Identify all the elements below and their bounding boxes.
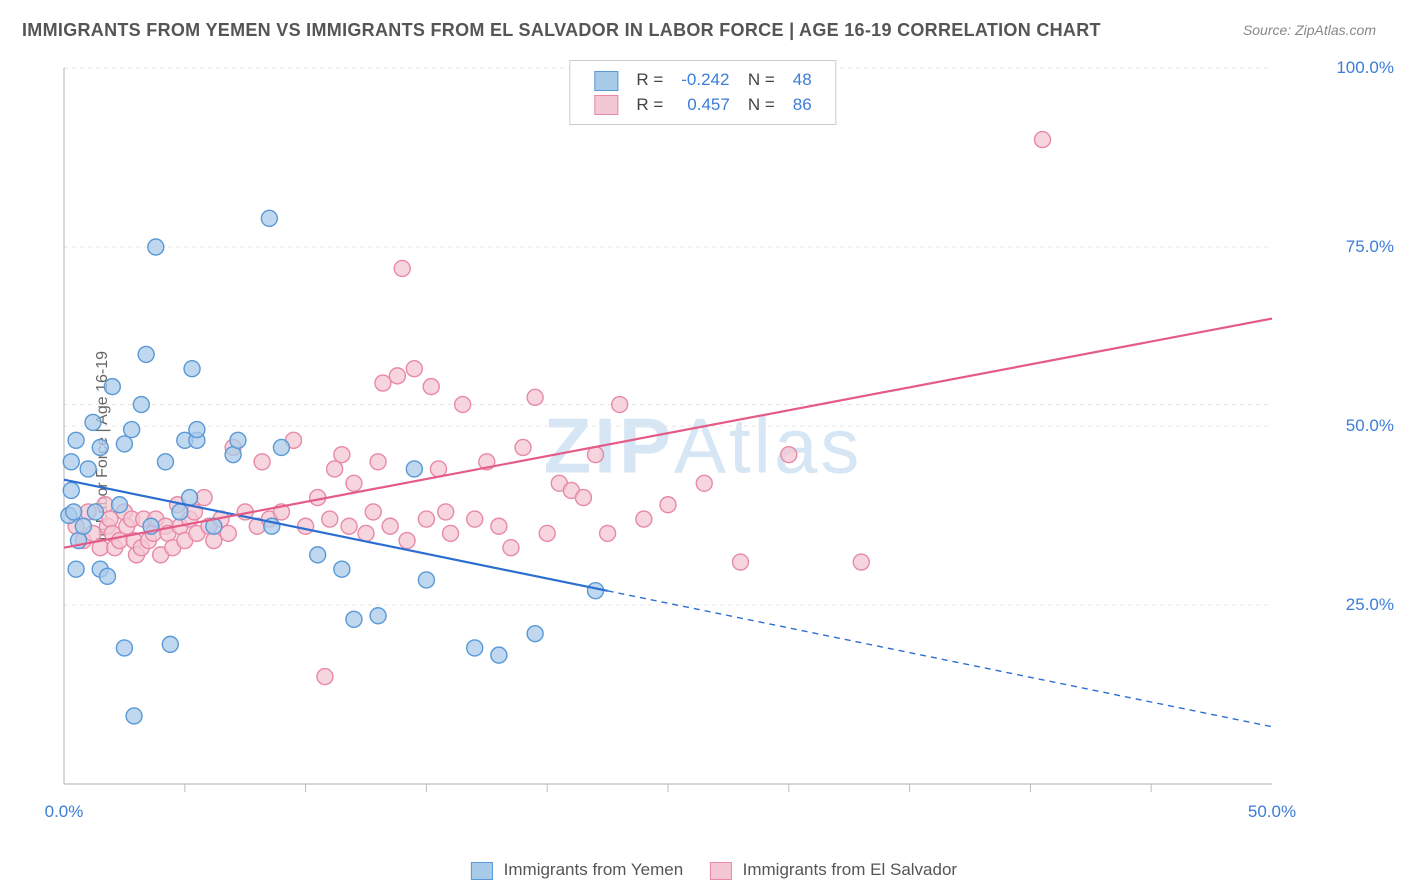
correlation-chart (52, 58, 1352, 828)
legend-row: R = 0.457 N = 86 (586, 94, 819, 117)
swatch-icon (594, 71, 618, 91)
legend-correlation: R = -0.242 N = 48 R = 0.457 N = 86 (569, 60, 836, 125)
y-tick-label: 50.0% (1346, 416, 1394, 436)
swatch-icon (471, 862, 493, 880)
swatch-icon (594, 95, 618, 115)
legend-series: Immigrants from Yemen Immigrants from El… (449, 860, 957, 880)
y-tick-label: 25.0% (1346, 595, 1394, 615)
legend-label: Immigrants from Yemen (504, 860, 684, 879)
legend-row: R = -0.242 N = 48 (586, 69, 819, 92)
swatch-icon (710, 862, 732, 880)
source-attribution: Source: ZipAtlas.com (1243, 22, 1376, 38)
legend-label: Immigrants from El Salvador (743, 860, 957, 879)
page-title: IMMIGRANTS FROM YEMEN VS IMMIGRANTS FROM… (22, 20, 1101, 41)
y-tick-label: 75.0% (1346, 237, 1394, 257)
